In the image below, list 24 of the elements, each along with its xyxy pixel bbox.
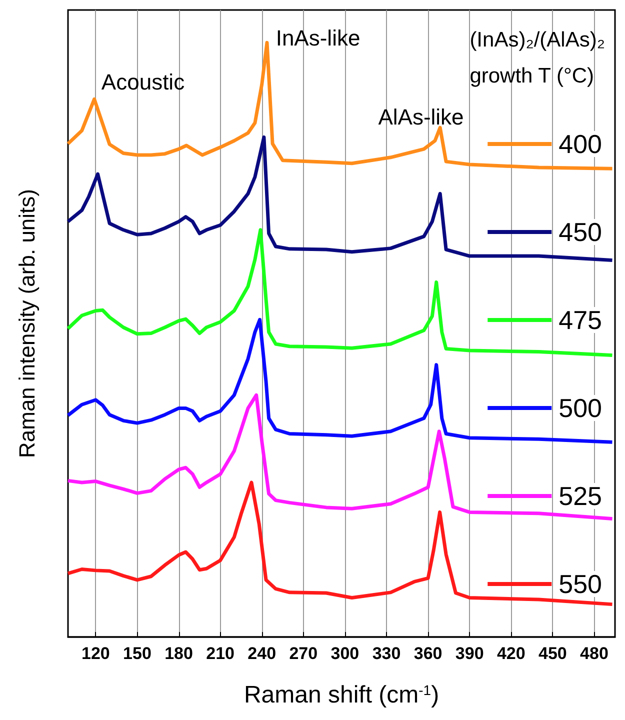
- x-tick-label: 180: [164, 644, 193, 663]
- x-tick-label: 420: [496, 644, 526, 663]
- x-tick-label: 120: [82, 644, 110, 663]
- legend-label: 500: [558, 393, 602, 423]
- x-tick-label: 330: [372, 644, 401, 663]
- x-tick-label: 240: [248, 644, 276, 663]
- legend-label: 525: [558, 481, 602, 511]
- legend-label: 475: [558, 305, 602, 335]
- legend-label: 400: [558, 129, 602, 159]
- x-tick-label: 390: [455, 644, 484, 663]
- legend-label: 550: [558, 569, 602, 599]
- legend-title: (InAs)₂/(AlAs)₂ growth T (°C): [470, 28, 605, 88]
- x-tick-label: 150: [123, 644, 152, 663]
- x-tick-label: 270: [289, 644, 318, 663]
- x-tick-label: 360: [414, 644, 442, 663]
- x-tick-label: 480: [580, 644, 608, 663]
- legend-label: 450: [558, 217, 602, 247]
- annotation: AlAs-like: [378, 104, 464, 130]
- y-axis-title: Raman intensity (arb. units): [14, 189, 40, 458]
- x-tick-label: 450: [538, 644, 567, 663]
- x-tick-label: 210: [206, 644, 235, 663]
- x-tick-label: 300: [330, 644, 360, 663]
- annotation: Acoustic: [101, 70, 185, 94]
- annotation: InAs-like: [276, 26, 360, 50]
